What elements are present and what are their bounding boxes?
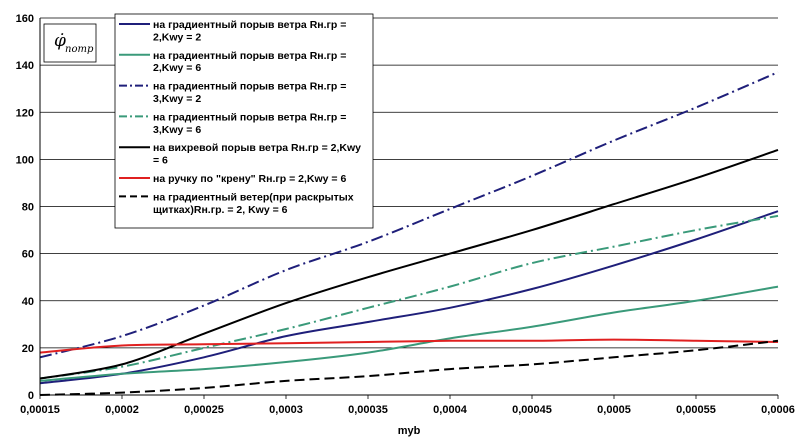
legend-label-4: на градиентный порыв ветра Rн.гр =: [153, 111, 346, 123]
y-tick-label: 0: [28, 390, 34, 402]
legend-label-7: на градиентный ветер(при раскрытых: [153, 191, 354, 203]
x-tick-label: 0,00025: [184, 404, 224, 416]
series-line-6: [39, 338, 779, 354]
x-tick-labels: 0,00015 0,0002 0,00025 0,0003 0,00035 0,0004 0…: [20, 404, 795, 416]
series-line-4: [39, 214, 779, 380]
y-tick-label: 100: [16, 154, 34, 166]
legend-label-3: 3,Kwy = 2: [153, 93, 201, 105]
y-axis-label-frame: [43, 23, 97, 63]
x-tick-label: 0,0004: [433, 404, 468, 416]
legend-label-5: = 6: [153, 155, 168, 167]
x-tick-label: 0,00055: [676, 404, 716, 416]
series-line-1: [39, 210, 779, 385]
legend-label-2: на градиентный порыв ветра Rн.гр =: [153, 50, 346, 62]
legend-label-3: на градиентный порыв ветра Rн.гр =: [153, 81, 346, 93]
y-tick-label: 20: [22, 343, 34, 355]
legend-label-5: на вихревой порыв ветра Rн.гр = 2,Kwy: [153, 142, 361, 154]
y-tick-label: 140: [16, 60, 34, 72]
legend-frame: [114, 13, 374, 229]
legend-label-6: на ручку по "крену" Rн.гр = 2,Kwy = 6: [153, 173, 346, 185]
y-tick-labels: 0 20 40 60 80 100 120 140 160: [16, 13, 34, 402]
x-axis-label: myb: [398, 425, 421, 437]
legend-label-1: на градиентный порыв ветра Rн.гр =: [153, 19, 346, 31]
series-line-5: [39, 148, 779, 380]
x-tick-label: 0,00015: [20, 404, 60, 416]
series-line-7: [39, 339, 779, 396]
legend: на градиентный порыв ветра Rн.гр =2,Kwy …: [114, 13, 374, 229]
legend-label-2: 2,Kwy = 6: [153, 62, 201, 74]
x-tick-label: 0,0006: [761, 404, 795, 416]
y-tick-label: 60: [22, 249, 34, 261]
legend-label-7: щитках)Rн.гр. = 2, Kwy = 6: [153, 204, 288, 216]
axis-layer: [39, 18, 779, 399]
x-tick-label: 0,0003: [269, 404, 303, 416]
y-tick-label: 120: [16, 107, 34, 119]
y-tick-label: 80: [22, 202, 34, 214]
y-tick-label: 160: [16, 13, 34, 25]
y-axis-label: φ̇: [54, 31, 66, 51]
y-axis-label-box: φ̇ потр: [43, 23, 97, 63]
y-tick-label: 40: [22, 296, 34, 308]
series-layer: [39, 71, 779, 396]
x-tick-label: 0,00035: [348, 404, 388, 416]
legend-label-4: 3,Kwy = 6: [153, 124, 201, 136]
y-axis-label-subscript: потр: [65, 44, 94, 55]
series-line-2: [39, 285, 779, 382]
legend-label-1: 2,Kwy = 2: [153, 31, 201, 43]
x-tick-label: 0,0002: [105, 404, 139, 416]
x-tick-label: 0,00045: [512, 404, 552, 416]
x-tick-label: 0,0005: [597, 404, 631, 416]
